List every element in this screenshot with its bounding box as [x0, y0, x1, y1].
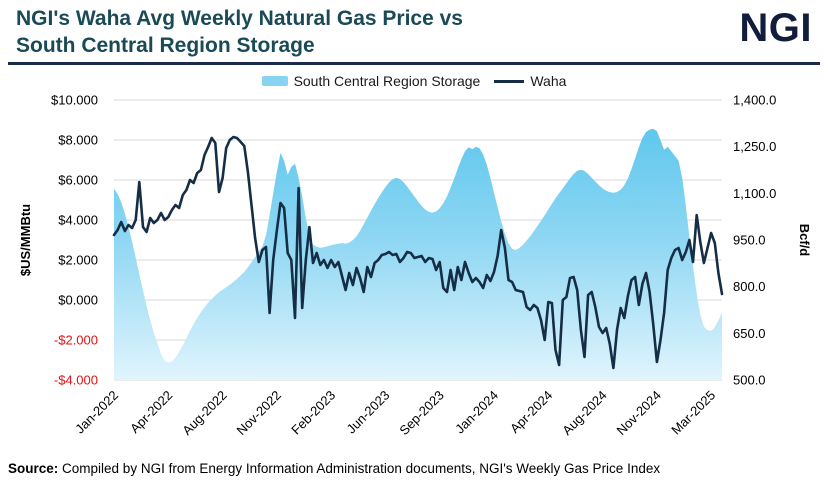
right-axis-tick-label: 1,100.0	[733, 186, 776, 201]
header: NGI's Waha Avg Weekly Natural Gas Price …	[16, 5, 812, 59]
chart-title-line2: South Central Region Storage	[16, 34, 315, 57]
legend-label-storage: South Central Region Storage	[293, 73, 481, 89]
left-axis-tick-label: $0.000	[58, 293, 98, 308]
x-axis-tick-label: Jun-2023	[344, 388, 393, 437]
left-axis-tick-label: $4.000	[58, 213, 98, 228]
left-axis-tick-label: $10.000	[51, 93, 98, 108]
right-axis-tick-label: 950.0	[733, 233, 766, 248]
x-axis-tick-label: Mar-2025	[668, 388, 718, 438]
waha-line-series	[112, 135, 724, 370]
x-axis-tick-label: Apr-2022	[127, 388, 175, 436]
chart-title-line1: NGI's Waha Avg Weekly Natural Gas Price …	[16, 7, 463, 30]
waha-line-swatch	[494, 79, 525, 83]
left-axis-tick-label: $8.000	[58, 133, 98, 148]
right-axis-tick-label: 1,250.0	[733, 139, 776, 154]
right-axis-tick-label: 650.0	[733, 326, 766, 341]
ngi-logo: NGI	[739, 6, 812, 50]
storage-area-swatch	[261, 76, 288, 86]
right-axis-tick-label: 500.0	[733, 373, 766, 388]
x-axis-tick-label: Nov-2022	[234, 388, 284, 438]
legend-label-waha: Waha	[530, 73, 567, 89]
source-note: Source: Compiled by NGI from Energy Info…	[8, 461, 660, 476]
left-axis-tick-label: -$2.000	[54, 333, 98, 348]
chart-title: NGI's Waha Avg Weekly Natural Gas Price …	[16, 5, 463, 59]
x-axis-tick-label: Apr-2024	[507, 388, 555, 436]
storage-area-series	[114, 128, 722, 380]
x-axis-tick-label: Aug-2022	[179, 388, 229, 438]
left-axis-tick-label: -$4.000	[54, 373, 98, 388]
x-axis-tick-label: Sep-2023	[396, 388, 446, 438]
x-axis-tick-label: Feb-2023	[288, 388, 338, 438]
chart-legend: South Central Region Storage Waha	[0, 73, 828, 89]
left-axis-tick-label: $6.000	[58, 173, 98, 188]
legend-item-waha: Waha	[494, 73, 566, 89]
right-axis-tick-label: 1,400.0	[733, 93, 776, 108]
legend-item-storage: South Central Region Storage	[261, 73, 481, 89]
x-axis-tick-label: Nov-2024	[614, 388, 664, 438]
x-axis-tick-label: Aug-2024	[559, 388, 609, 438]
source-label: Source:	[8, 461, 59, 476]
x-axis-tick-label: Jan-2024	[452, 388, 501, 437]
x-axis-tick-label: Jan-2022	[72, 388, 121, 437]
left-axis-tick-label: $2.000	[58, 253, 98, 268]
header-divider	[8, 62, 820, 65]
left-axis-title: $US/MMBtu	[18, 204, 33, 276]
right-axis-tick-label: 800.0	[733, 279, 766, 294]
right-axis-title: Bcf/d	[797, 224, 812, 257]
source-text: Compiled by NGI from Energy Information …	[62, 461, 661, 476]
